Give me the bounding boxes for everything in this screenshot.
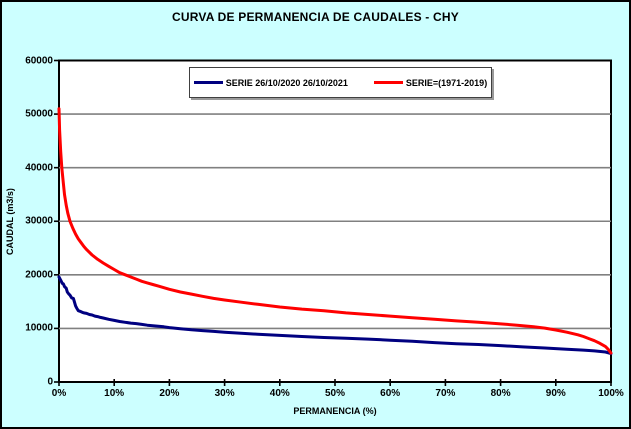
x-tick-label: 20% <box>159 388 180 399</box>
legend-label: SERIE 26/10/2020 26/10/2021 <box>225 77 348 88</box>
x-tick-label: 100% <box>598 388 624 399</box>
legend: SERIE 26/10/2020 26/10/2021 SERIE=(1971-… <box>189 67 492 98</box>
x-tick-label: 80% <box>490 388 511 399</box>
y-tick-label: 40000 <box>25 162 53 174</box>
x-tick-label: 70% <box>435 388 456 399</box>
blue-line-swatch-icon <box>193 81 223 84</box>
y-tick-label: 50000 <box>25 108 53 120</box>
y-tick-label: 20000 <box>25 269 53 281</box>
x-tick-label: 50% <box>324 388 346 399</box>
legend-entry-serie-1971-2019: SERIE=(1971-2019) <box>373 77 488 88</box>
y-tick-label: 0 <box>47 376 53 388</box>
x-tick-label: 60% <box>380 388 401 399</box>
legend-label: SERIE=(1971-2019) <box>405 77 488 88</box>
y-tick-label: 30000 <box>25 215 53 227</box>
y-axis-title: CAUDAL (m3/s) <box>5 188 15 255</box>
y-tick-label: 10000 <box>25 322 53 334</box>
legend-entry-serie-2020-2021: SERIE 26/10/2020 26/10/2021 <box>193 77 348 88</box>
x-tick-label: 40% <box>269 388 290 399</box>
x-axis-title: PERMANENCIA (%) <box>293 406 377 416</box>
x-tick-label: 30% <box>214 388 235 399</box>
x-tick-label: 10% <box>104 388 125 399</box>
chart-title: CURVA DE PERMANENCIA DE CAUDALES - CHY <box>172 10 459 24</box>
x-tick-label: 0% <box>51 388 67 399</box>
y-tick-label: 60000 <box>25 55 53 66</box>
red-line-swatch-icon <box>373 81 403 84</box>
x-tick-label: 90% <box>545 388 566 399</box>
